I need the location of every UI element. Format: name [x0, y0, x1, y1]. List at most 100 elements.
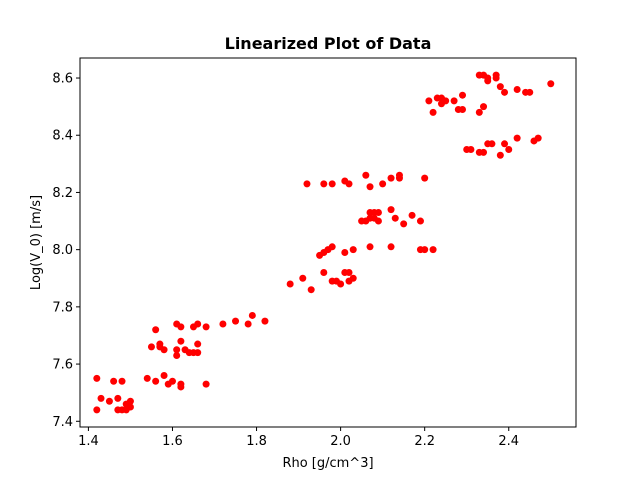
- data-point: [320, 180, 328, 188]
- data-point: [526, 88, 534, 96]
- data-point: [395, 171, 403, 179]
- data-point: [194, 340, 202, 348]
- data-point: [379, 180, 387, 188]
- data-point: [459, 105, 467, 113]
- data-point: [459, 91, 467, 99]
- x-tick-label: 1.8: [246, 434, 267, 449]
- data-point: [345, 269, 353, 277]
- data-point: [219, 320, 227, 328]
- data-point: [475, 108, 483, 116]
- chart-title: Linearized Plot of Data: [225, 34, 432, 53]
- data-point: [349, 274, 357, 282]
- data-point: [492, 74, 500, 82]
- data-point: [416, 217, 424, 225]
- data-point: [425, 97, 433, 105]
- data-point: [450, 97, 458, 105]
- data-point: [513, 85, 521, 93]
- data-point: [496, 151, 504, 159]
- y-tick-label: 7.6: [52, 358, 73, 373]
- data-point: [152, 377, 160, 385]
- data-point: [374, 217, 382, 225]
- data-point: [93, 406, 101, 414]
- data-point: [513, 134, 521, 142]
- data-point: [366, 183, 374, 191]
- data-point: [429, 246, 437, 254]
- data-point: [501, 140, 509, 148]
- x-tick-label: 2.0: [330, 434, 351, 449]
- data-point: [307, 286, 315, 294]
- data-point: [400, 220, 408, 228]
- data-point: [374, 208, 382, 216]
- data-points: [93, 71, 555, 414]
- data-point: [194, 349, 202, 357]
- y-tick-label: 8.4: [52, 129, 73, 144]
- data-point: [168, 377, 176, 385]
- data-point: [177, 337, 185, 345]
- data-point: [387, 243, 395, 251]
- x-tick-label: 1.4: [78, 434, 99, 449]
- y-axis-ticks: 7.4 7.6 7.8 8.0 8.2 8.4 8.6: [52, 72, 80, 430]
- data-point: [341, 249, 349, 257]
- plot-area-frame: [79, 57, 577, 428]
- data-point: [244, 320, 252, 328]
- data-point: [248, 311, 256, 319]
- data-point: [160, 346, 168, 354]
- data-point: [505, 146, 513, 154]
- data-point: [202, 380, 210, 388]
- data-point: [261, 317, 269, 325]
- data-point: [303, 180, 311, 188]
- data-point: [202, 323, 210, 331]
- data-point: [177, 380, 185, 388]
- data-point: [126, 397, 134, 405]
- x-tick-label: 2.4: [498, 434, 519, 449]
- data-point: [173, 351, 181, 359]
- x-axis-ticks: 1.4 1.6 1.8 2.0 2.2 2.4: [78, 427, 519, 449]
- x-tick-label: 1.6: [162, 434, 183, 449]
- data-point: [320, 269, 328, 277]
- data-point: [408, 211, 416, 219]
- data-point: [194, 320, 202, 328]
- data-point: [232, 317, 240, 325]
- data-point: [501, 88, 509, 96]
- data-point: [480, 148, 488, 156]
- data-point: [97, 394, 105, 402]
- data-point: [156, 340, 164, 348]
- x-tick-label: 2.2: [414, 434, 435, 449]
- data-point: [299, 274, 307, 282]
- data-point: [143, 374, 151, 382]
- data-point: [484, 74, 492, 82]
- y-tick-label: 8.2: [52, 186, 73, 201]
- data-point: [442, 97, 450, 105]
- data-point: [362, 171, 370, 179]
- data-point: [421, 246, 429, 254]
- data-point: [114, 394, 122, 402]
- data-point: [93, 374, 101, 382]
- y-tick-label: 8.6: [52, 72, 73, 87]
- data-point: [421, 174, 429, 182]
- data-point: [391, 214, 399, 222]
- y-tick-label: 7.4: [52, 415, 73, 430]
- data-point: [118, 377, 126, 385]
- data-point: [467, 146, 475, 154]
- data-point: [547, 80, 555, 88]
- data-point: [345, 180, 353, 188]
- data-point: [337, 280, 345, 288]
- data-point: [177, 323, 185, 331]
- data-point: [488, 140, 496, 148]
- data-point: [328, 243, 336, 251]
- y-tick-label: 8.0: [52, 243, 73, 258]
- data-point: [286, 280, 294, 288]
- data-point: [110, 377, 118, 385]
- data-point: [126, 403, 134, 411]
- data-point: [534, 134, 542, 142]
- data-point: [328, 180, 336, 188]
- data-point: [173, 346, 181, 354]
- y-tick-label: 7.8: [52, 300, 73, 315]
- data-point: [387, 206, 395, 214]
- data-point: [366, 243, 374, 251]
- data-point: [152, 326, 160, 334]
- data-point: [147, 343, 155, 351]
- data-point: [496, 83, 504, 91]
